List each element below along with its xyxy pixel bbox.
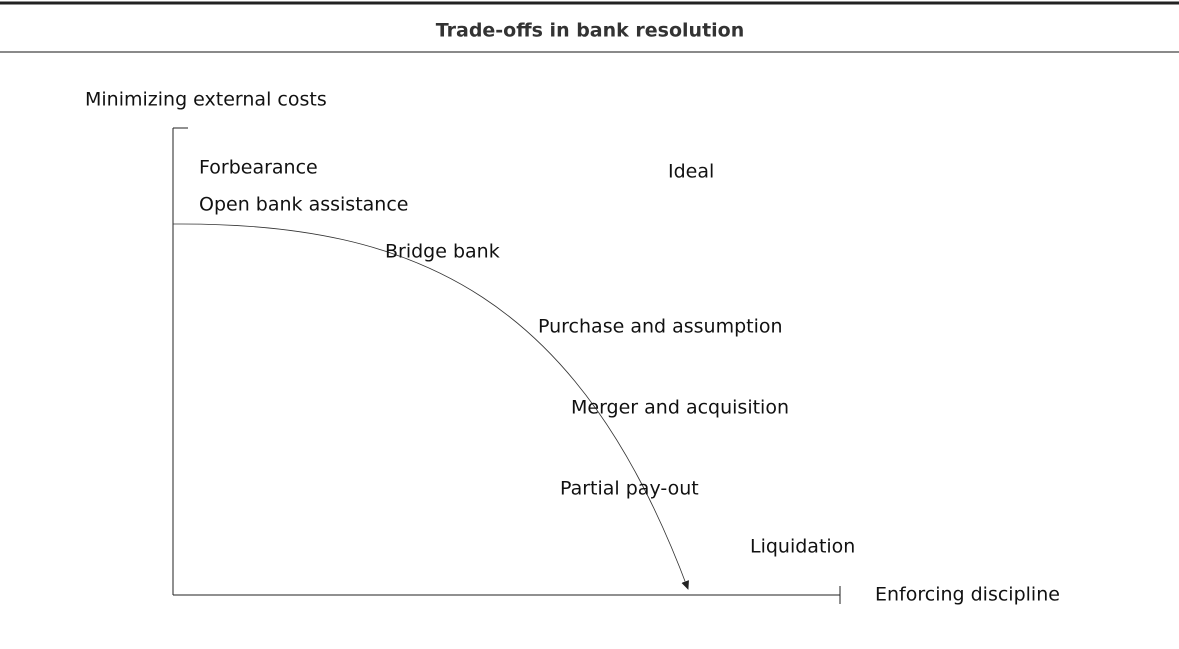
label: Open bank assistance [199,194,408,216]
trade-off-curve [172,223,689,590]
label: Partial pay-out [560,478,699,500]
x-axis-label: Enforcing discipline [875,584,1060,606]
label: Merger and acquisition [571,397,789,419]
label: Purchase and assumption [538,316,783,338]
label: Forbearance [199,157,318,179]
label: Ideal [668,161,714,183]
label: Bridge bank [385,241,500,263]
label: Liquidation [750,536,855,558]
title: Trade-offs in bank resolution [436,20,745,42]
y-axis-label: Minimizing external costs [85,89,327,111]
